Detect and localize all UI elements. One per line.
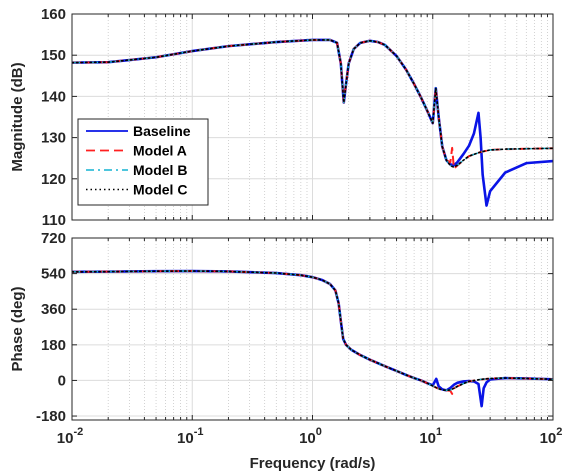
series-line-model-c: [72, 39, 553, 169]
legend-label: Baseline: [133, 123, 191, 139]
magnitude-panel: 110 120 130 140 150 160 Magnitude (dB) Baseline…: [9, 6, 554, 229]
legend-label: Model A: [133, 143, 187, 159]
y-tick-label: -180: [36, 408, 66, 425]
y-tick-label: 0: [58, 372, 66, 389]
y-tick-label: 540: [41, 266, 66, 283]
x-tick-label: 100: [299, 426, 322, 447]
series-group: [72, 269, 553, 408]
legend-box: [77, 118, 209, 206]
legend-label: Model C: [133, 182, 187, 198]
y-tick-label: 120: [41, 171, 66, 188]
series-group: [72, 38, 553, 207]
x-tick-label: 10-1: [177, 426, 203, 447]
y-tick-label: 180: [41, 337, 66, 354]
x-tick-label: 102: [540, 426, 563, 447]
x-tick-label: 10-2: [57, 426, 83, 447]
y-axis-label: Magnitude (dB): [9, 62, 26, 171]
phase-panel: -180 0 180 360 540 720 10-2 10-1 100 101 102 Phase …: [9, 230, 562, 472]
y-tick-label: 360: [41, 301, 66, 318]
y-tick-label: 140: [41, 88, 66, 105]
x-axis-label: Frequency (rad/s): [250, 455, 376, 472]
legend-label: Model B: [133, 162, 187, 178]
y-tick-label: 160: [41, 6, 66, 23]
y-axis-label: Phase (deg): [9, 286, 26, 371]
x-tick-label: 101: [419, 426, 442, 447]
y-tick-label: 110: [42, 212, 66, 229]
y-tick-label: 130: [41, 130, 66, 147]
legend: Baseline Model A Model B Model C: [77, 118, 209, 206]
y-tick-label: 150: [41, 47, 66, 64]
series-line-model-c: [72, 270, 553, 392]
y-tick-label: 720: [41, 230, 66, 247]
